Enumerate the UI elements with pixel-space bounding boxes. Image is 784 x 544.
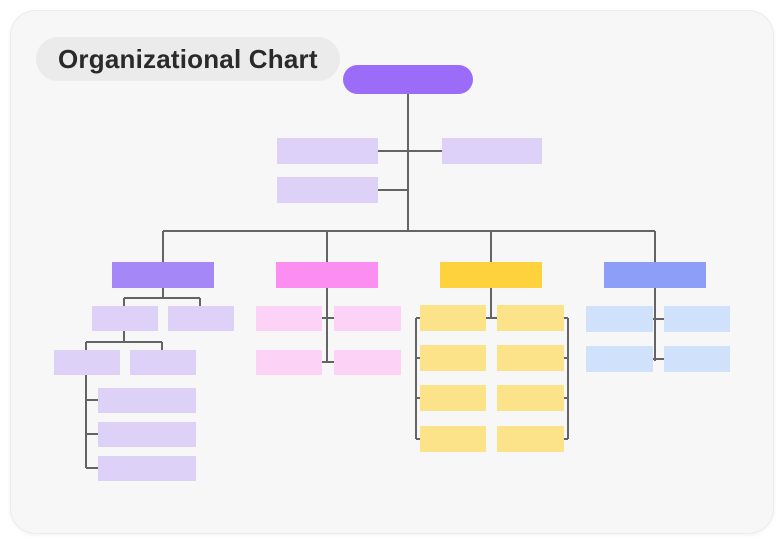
connector-line xyxy=(416,397,420,399)
connector-line xyxy=(653,358,664,360)
connector-line xyxy=(86,341,162,343)
connector-line xyxy=(326,288,328,363)
org-node-root[interactable] xyxy=(343,65,473,94)
connector-line xyxy=(407,94,409,231)
connector-line xyxy=(161,342,163,350)
connector-line xyxy=(123,331,125,342)
title-badge: Organizational Chart xyxy=(36,37,340,81)
org-node-dept-blue[interactable] xyxy=(604,262,706,288)
connector-line xyxy=(322,361,334,363)
org-node-yellow-child-5[interactable] xyxy=(497,305,564,331)
org-node-assistant-3[interactable] xyxy=(277,177,378,203)
connector-line xyxy=(490,288,492,318)
org-node-blue-child-4[interactable] xyxy=(664,346,730,372)
connector-line xyxy=(326,231,328,262)
connector-line xyxy=(162,231,164,262)
connector-line xyxy=(408,150,442,152)
connector-line xyxy=(564,357,568,359)
connector-line xyxy=(163,230,655,232)
org-node-assistant-1[interactable] xyxy=(277,138,378,164)
org-node-yellow-child-4[interactable] xyxy=(420,426,486,452)
org-node-purple-child-3[interactable] xyxy=(54,350,120,375)
page-title: Organizational Chart xyxy=(58,43,318,74)
org-node-assistant-2[interactable] xyxy=(442,138,542,164)
connector-line xyxy=(416,317,420,319)
org-node-dept-purple[interactable] xyxy=(112,262,214,288)
org-node-blue-child-3[interactable] xyxy=(586,346,653,372)
org-node-purple-child-4[interactable] xyxy=(130,350,196,375)
org-node-blue-child-1[interactable] xyxy=(586,306,653,332)
connector-line xyxy=(416,357,420,359)
org-node-yellow-child-6[interactable] xyxy=(497,345,564,371)
connector-line xyxy=(124,297,200,299)
connector-line xyxy=(322,317,334,319)
org-node-purple-child-6[interactable] xyxy=(98,422,196,447)
org-node-yellow-child-7[interactable] xyxy=(497,385,564,411)
org-node-yellow-child-3[interactable] xyxy=(420,385,486,411)
connector-line xyxy=(564,397,568,399)
connector-line xyxy=(378,150,408,152)
org-node-yellow-child-8[interactable] xyxy=(497,426,564,452)
org-node-dept-pink[interactable] xyxy=(276,262,378,288)
connector-line xyxy=(564,438,568,440)
connector-line xyxy=(86,467,98,469)
connector-line xyxy=(378,189,408,191)
connector-line xyxy=(564,317,568,319)
connector-line xyxy=(162,288,164,298)
connector-line xyxy=(86,399,98,401)
connector-line xyxy=(85,375,87,468)
org-node-purple-child-5[interactable] xyxy=(98,388,196,413)
org-node-blue-child-2[interactable] xyxy=(664,306,730,332)
org-node-yellow-child-1[interactable] xyxy=(420,305,486,331)
connector-line xyxy=(567,318,569,439)
connector-line xyxy=(123,298,125,306)
connector-line xyxy=(654,231,656,262)
org-node-dept-yellow[interactable] xyxy=(440,262,542,288)
connector-line xyxy=(490,231,492,262)
org-node-purple-child-1[interactable] xyxy=(92,306,158,331)
connector-line xyxy=(486,317,497,319)
org-node-purple-child-2[interactable] xyxy=(168,306,234,331)
org-node-pink-child-3[interactable] xyxy=(256,350,322,375)
connector-line xyxy=(199,298,201,306)
org-node-pink-child-1[interactable] xyxy=(256,306,322,331)
connector-line xyxy=(416,438,420,440)
org-node-purple-child-7[interactable] xyxy=(98,456,196,481)
org-node-pink-child-2[interactable] xyxy=(334,306,401,331)
connector-line xyxy=(653,318,664,320)
org-node-pink-child-4[interactable] xyxy=(334,350,401,375)
org-node-yellow-child-2[interactable] xyxy=(420,345,486,371)
connector-line xyxy=(415,318,417,439)
connector-line xyxy=(85,342,87,350)
connector-line xyxy=(86,433,98,435)
connector-line xyxy=(654,288,656,361)
